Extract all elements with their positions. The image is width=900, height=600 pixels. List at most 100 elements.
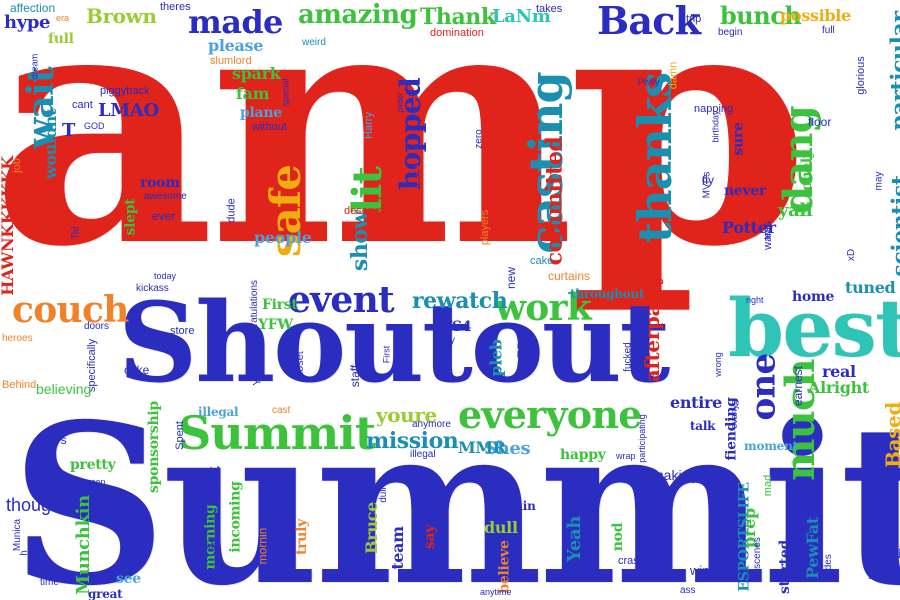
word-sponsorship: incoming xyxy=(227,481,244,553)
word-stairs: Spent xyxy=(173,421,186,450)
word-affection: affection xyxy=(10,1,56,15)
word-spent: sponsorship xyxy=(145,401,162,493)
word-never: never xyxy=(724,183,767,199)
word-takes: trip xyxy=(686,13,702,25)
word-behind: Behind xyxy=(2,379,37,391)
word-pleb: pleb xyxy=(486,339,506,377)
word-glorious: glorious xyxy=(854,56,867,95)
word-home: home xyxy=(792,289,835,305)
word-special: slumlord xyxy=(210,55,252,67)
word-fiending: wrap xyxy=(616,451,636,461)
word-please: please xyxy=(208,36,264,55)
word-lmao: LMAO xyxy=(98,100,159,121)
word-weird: era xyxy=(56,13,70,23)
word-birthday: right xyxy=(746,295,764,305)
word-curtains: curtains xyxy=(548,269,591,283)
word-cty: scenes xyxy=(751,537,763,569)
word-participating: illegal xyxy=(198,405,239,419)
word-plane: plane xyxy=(240,105,282,121)
word-right: may xyxy=(873,171,885,191)
word-kickass: kickass xyxy=(136,283,169,294)
word-hawnkkkkkk: HAWNKKKKKK xyxy=(0,156,17,296)
word-lonely: lonely xyxy=(798,150,815,196)
word-rides: h xyxy=(18,550,30,556)
word-summit4: Summit4 xyxy=(10,375,900,600)
word-bunch: bunch xyxy=(720,1,802,30)
word-piggyback: piggyback xyxy=(100,85,150,97)
word-hype: hype xyxy=(4,12,51,33)
word-christmas: mornin xyxy=(255,527,270,565)
word-first: store xyxy=(170,325,195,337)
word-one: one xyxy=(743,353,784,421)
word-see: dull xyxy=(484,518,518,537)
word-ever: room xyxy=(140,175,180,191)
word-shoutout: Shoutout xyxy=(118,278,670,407)
word-cake: cake xyxy=(530,255,554,267)
word-pewfat: great xyxy=(88,587,123,600)
word-sure: sure xyxy=(730,122,747,156)
word-cant: cant xyxy=(72,99,93,111)
word-mad: anymore xyxy=(412,419,451,430)
word-scenes: Munica xyxy=(12,518,24,552)
word-slept: ever xyxy=(152,209,176,223)
word-congratulations: damn xyxy=(667,61,680,90)
word-room: awesome xyxy=(144,191,187,202)
word-believe: talk xyxy=(690,419,716,433)
word-8k: 8K xyxy=(514,343,536,371)
word-alright: Alright xyxy=(808,378,869,397)
word-amp: amp xyxy=(0,0,810,319)
word-floor: floor xyxy=(808,115,832,129)
word-dude: without xyxy=(252,121,287,133)
word-awesome: dude xyxy=(225,198,238,223)
word-importantly: cast xyxy=(272,405,291,416)
word-store: zero xyxy=(473,129,485,149)
word-nod: win xyxy=(690,563,710,578)
word-yet: Munchkin xyxy=(72,495,94,595)
word-real: real xyxy=(822,362,856,381)
word-team: started xyxy=(777,540,793,594)
word-evanys: dream xyxy=(29,53,40,80)
word-sam: dull xyxy=(377,487,389,503)
word-without: special xyxy=(280,78,291,107)
word-rewatch: rewatch xyxy=(412,288,508,314)
word-spark: spark xyxy=(232,64,281,83)
word-months: Bruce xyxy=(361,502,381,554)
word-mornin: happy xyxy=(560,447,606,463)
word-ts4: TS4 xyxy=(442,319,472,335)
word-begin: full xyxy=(822,25,835,36)
word-fly: fly xyxy=(702,173,714,187)
word-started: htt xyxy=(204,539,218,553)
word-munica: time xyxy=(40,577,59,588)
word-focused: focused xyxy=(412,164,427,208)
word-show: show xyxy=(347,210,374,272)
word-staff: YFW xyxy=(258,317,293,333)
word-person: none xyxy=(114,504,125,525)
word-wrong: xD xyxy=(846,248,858,262)
word-peter: crashes xyxy=(618,555,657,567)
word-htt: MMR xyxy=(458,438,506,457)
word-wouldnt: wouldnt xyxy=(41,108,61,180)
word-era: theres xyxy=(160,1,191,13)
word-deserve: deserve xyxy=(344,205,384,217)
word-domination: weird xyxy=(302,37,326,48)
word-brown: Brown xyxy=(86,4,157,28)
word-dream: Cty xyxy=(440,335,455,346)
word-blackout: Yeah xyxy=(564,515,586,563)
word-event: event xyxy=(288,279,395,321)
word-munchkin: say xyxy=(422,524,439,550)
word-wants: fucked xyxy=(622,342,634,372)
word-today: today xyxy=(154,271,177,281)
word-trip: begin xyxy=(718,27,743,38)
word-making: importantly xyxy=(888,480,900,530)
word-believing: believing xyxy=(36,381,92,397)
word-new: new xyxy=(504,266,519,290)
word-prep: see xyxy=(116,571,141,587)
word-napping: wrong xyxy=(712,352,723,377)
word-win: mornin xyxy=(488,499,536,513)
word-entire: entire xyxy=(670,393,722,412)
word-slumlord: domination xyxy=(430,27,484,39)
word-back: Back xyxy=(597,0,701,43)
word-zero: MVPs xyxy=(701,171,713,199)
word-talk: participating xyxy=(636,414,647,463)
